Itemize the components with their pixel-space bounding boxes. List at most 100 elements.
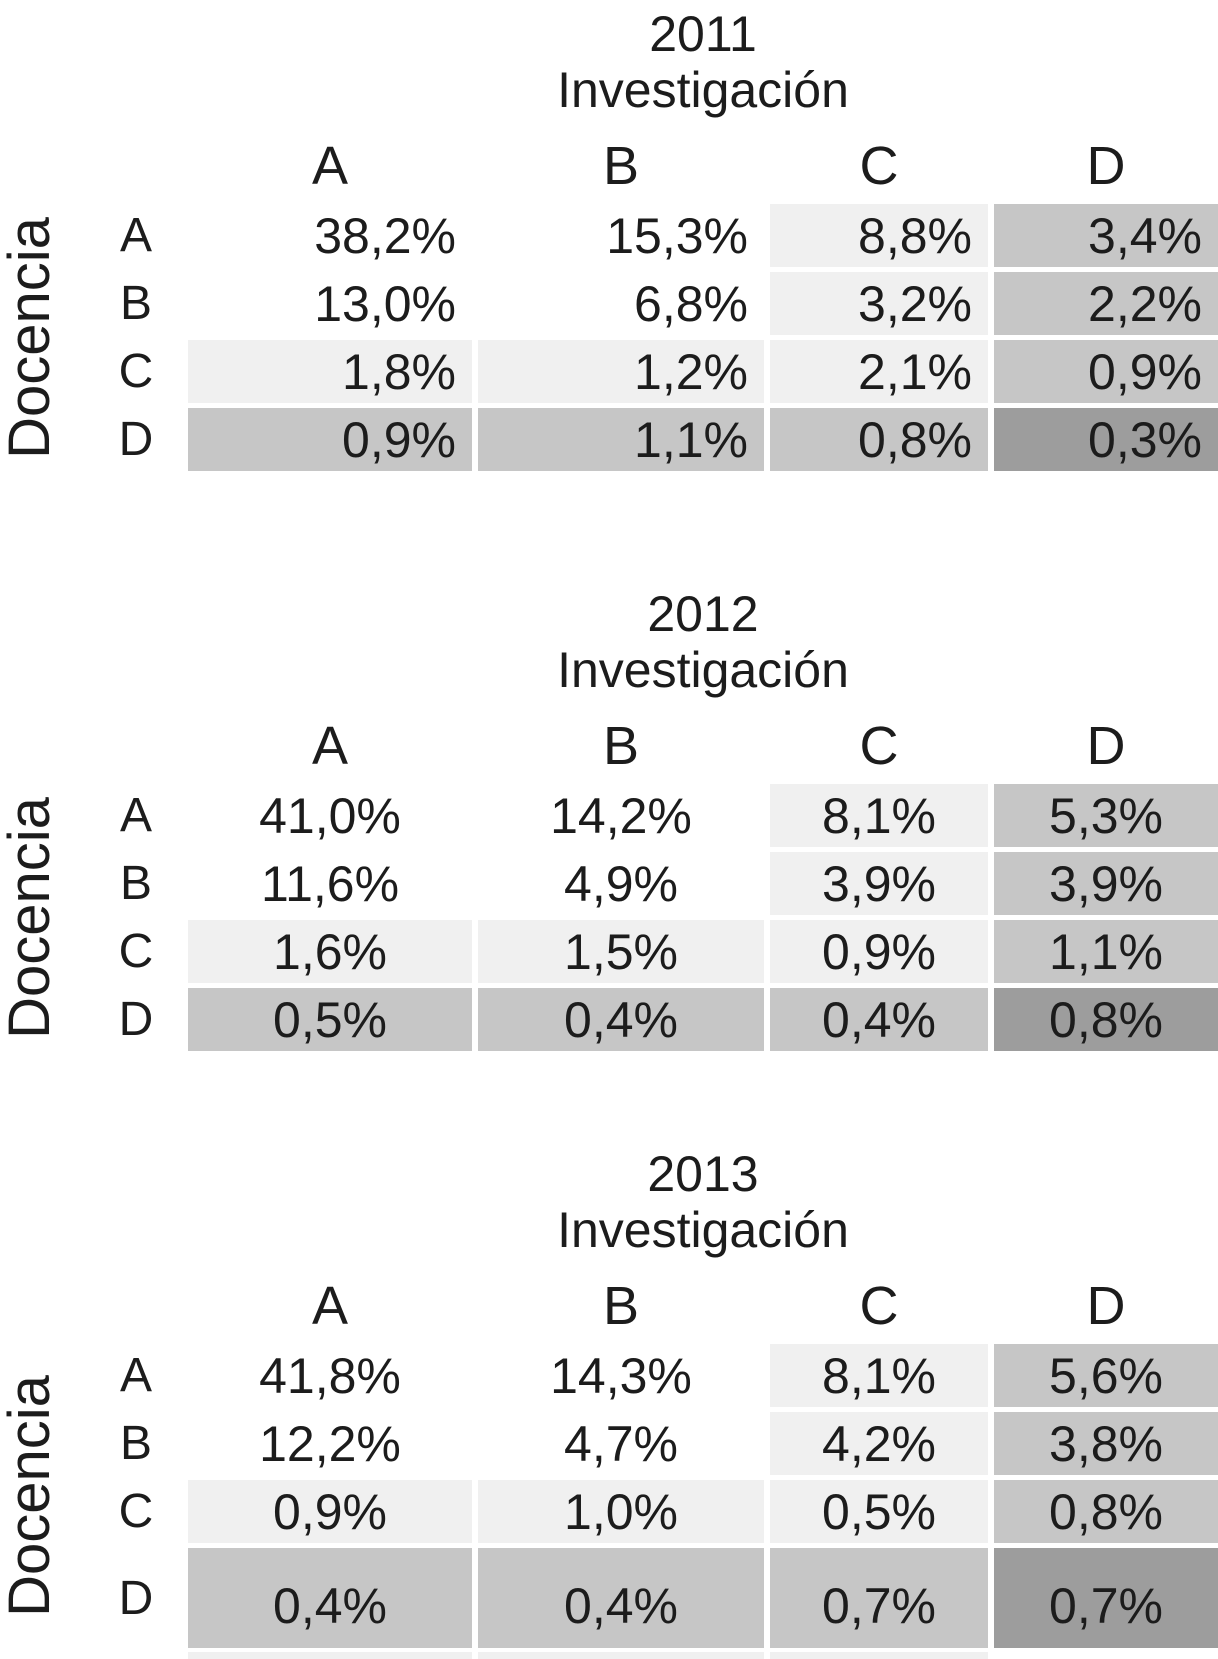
cell-c-b: 1,5%: [478, 920, 764, 983]
next-row-partial: [188, 1652, 1218, 1659]
table-2012-year-title: 2012: [647, 586, 759, 642]
table-row: D 0,9% 1,1% 0,8% 0,3%: [90, 408, 1218, 471]
col-header-b: B: [602, 136, 640, 196]
row-header-a: A: [119, 1349, 152, 1402]
table-2011-year-title: 2011: [649, 6, 757, 62]
col-header-d: D: [1086, 716, 1126, 776]
cell-a-a: 41,8%: [188, 1344, 472, 1407]
cell-c-c: 2,1%: [770, 340, 988, 403]
row-header-c: C: [118, 345, 154, 398]
cell-b-a: 11,6%: [188, 852, 472, 915]
cell-b-d: 2,2%: [994, 272, 1218, 335]
col-header-c: C: [859, 1276, 899, 1336]
table-row: C 1,8% 1,2% 2,1% 0,9%: [90, 340, 1218, 403]
table-2013: 2013 Investigación A B C D Docencia A 41…: [0, 1148, 1218, 1659]
cell-a-d: 5,6%: [994, 1344, 1218, 1407]
col-header-a: A: [311, 716, 349, 776]
cell-a-b: 15,3%: [478, 204, 764, 267]
cell-c-a: 0,9%: [188, 1480, 472, 1543]
cell-d-b: 0,4%: [478, 1548, 764, 1648]
col-header-b: B: [602, 716, 640, 776]
partial-cell: [994, 1652, 1218, 1659]
table-2011-body: Docencia A 38,2% 15,3% 8,8% 3,4% B 13,0%…: [0, 204, 1218, 471]
cell-d-a: 0,9%: [188, 408, 472, 471]
table-2011-col-axis-label: Investigación: [557, 62, 849, 118]
cell-a-a: 38,2%: [188, 204, 472, 267]
table-2013-column-headers: A B C D: [188, 1276, 1218, 1336]
cell-c-d: 0,8%: [994, 1480, 1218, 1543]
cell-a-d: 3,4%: [994, 204, 1218, 267]
partial-cell: [478, 1652, 764, 1659]
cell-b-c: 4,2%: [770, 1412, 988, 1475]
col-header-a: A: [311, 136, 349, 196]
table-row: A 41,8% 14,3% 8,1% 5,6%: [90, 1344, 1218, 1407]
table-row: C 1,6% 1,5% 0,9% 1,1%: [90, 920, 1218, 983]
cell-b-c: 3,2%: [770, 272, 988, 335]
col-header-c: C: [859, 136, 899, 196]
table-2013-body: Docencia A 41,8% 14,3% 8,1% 5,6% B 12,2%…: [0, 1344, 1218, 1659]
table-row: A 38,2% 15,3% 8,8% 3,4%: [90, 204, 1218, 267]
cell-b-a: 13,0%: [188, 272, 472, 335]
cell-d-b: 1,1%: [478, 408, 764, 471]
cell-a-a: 41,0%: [188, 784, 472, 847]
table-row: B 13,0% 6,8% 3,2% 2,2%: [90, 272, 1218, 335]
col-header-d: D: [1086, 136, 1126, 196]
row-axis-label: Docencia: [0, 797, 62, 1039]
table-row: B 12,2% 4,7% 4,2% 3,8%: [90, 1412, 1218, 1475]
table-row: D 0,5% 0,4% 0,4% 0,8%: [90, 988, 1218, 1051]
row-header-b: B: [119, 857, 152, 910]
row-header-a: A: [119, 789, 152, 842]
col-header-b: B: [602, 1276, 640, 1336]
cell-c-a: 1,6%: [188, 920, 472, 983]
row-header-d: D: [118, 413, 154, 466]
table-2012-body: Docencia A 41,0% 14,2% 8,1% 5,3% B 11,6%…: [0, 784, 1218, 1051]
cell-a-c: 8,8%: [770, 204, 988, 267]
row-header-a: A: [119, 209, 152, 262]
table-2013-col-axis-label: Investigación: [557, 1202, 849, 1258]
cell-a-c: 8,1%: [770, 1344, 988, 1407]
cell-b-b: 4,9%: [478, 852, 764, 915]
cell-b-d: 3,9%: [994, 852, 1218, 915]
table-row: D 0,4% 0,4% 0,7% 0,7%: [90, 1548, 1218, 1648]
cell-d-c: 0,8%: [770, 408, 988, 471]
table-2012-column-headers: A B C D: [188, 716, 1218, 776]
cell-c-c: 0,5%: [770, 1480, 988, 1543]
cell-d-d: 0,7%: [994, 1548, 1218, 1648]
cell-c-d: 0,9%: [994, 340, 1218, 403]
cell-d-a: 0,5%: [188, 988, 472, 1051]
cell-d-d: 0,8%: [994, 988, 1218, 1051]
cell-c-b: 1,2%: [478, 340, 764, 403]
col-header-a: A: [311, 1276, 349, 1336]
partial-cell: [770, 1652, 988, 1659]
cell-d-d: 0,3%: [994, 408, 1218, 471]
col-header-d: D: [1086, 1276, 1126, 1336]
table-2012-col-axis-label: Investigación: [557, 642, 849, 698]
table-row: C 0,9% 1,0% 0,5% 0,8%: [90, 1480, 1218, 1543]
table-row: A 41,0% 14,2% 8,1% 5,3%: [90, 784, 1218, 847]
col-header-c: C: [859, 716, 899, 776]
row-header-c: C: [118, 925, 154, 978]
row-header-d: D: [118, 993, 154, 1046]
cell-b-d: 3,8%: [994, 1412, 1218, 1475]
cell-c-b: 1,0%: [478, 1480, 764, 1543]
table-2011: 2011 Investigación A B C D Docencia A 38…: [0, 8, 1218, 476]
cell-b-b: 4,7%: [478, 1412, 764, 1475]
row-header-b: B: [119, 277, 152, 330]
row-header-b: B: [119, 1417, 152, 1470]
table-2011-column-headers: A B C D: [188, 136, 1218, 196]
cell-b-c: 3,9%: [770, 852, 988, 915]
cell-d-c: 0,7%: [770, 1548, 988, 1648]
cell-c-d: 1,1%: [994, 920, 1218, 983]
cell-c-c: 0,9%: [770, 920, 988, 983]
cell-a-b: 14,2%: [478, 784, 764, 847]
partial-cell: [188, 1652, 472, 1659]
cell-b-a: 12,2%: [188, 1412, 472, 1475]
table-row: B 11,6% 4,9% 3,9% 3,9%: [90, 852, 1218, 915]
cell-a-d: 5,3%: [994, 784, 1218, 847]
cell-d-a: 0,4%: [188, 1548, 472, 1648]
cell-d-c: 0,4%: [770, 988, 988, 1051]
row-header-d: D: [118, 1571, 154, 1625]
row-axis-label: Docencia: [0, 217, 62, 459]
cell-a-b: 14,3%: [478, 1344, 764, 1407]
cell-c-a: 1,8%: [188, 340, 472, 403]
